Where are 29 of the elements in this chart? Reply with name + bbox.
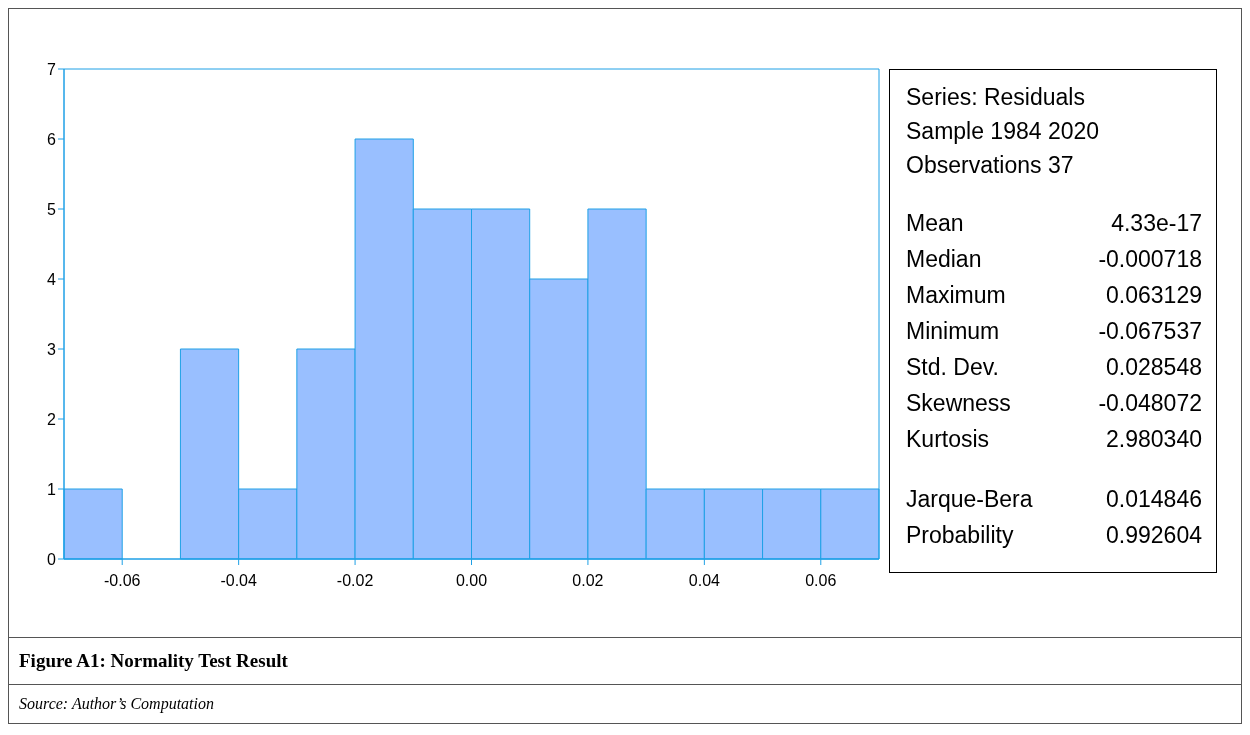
x-tick-label: -0.06 (103, 572, 141, 590)
y-tick-label: 4 (47, 270, 57, 288)
y-tick-label: 6 (47, 130, 57, 148)
x-tick-label: -0.04 (220, 572, 257, 590)
text: Observations 37 (906, 152, 1075, 180)
text: Probability 0.992604 (906, 522, 1202, 548)
text: Skewness -0.048072 (906, 390, 1202, 416)
text: Sample 1984 2020 (906, 118, 1101, 146)
x-tick-label: -0.02 (336, 572, 374, 590)
text: Jarque-Bera 0.014846 (906, 486, 1202, 512)
text: Series: Residuals (906, 84, 1086, 112)
text: Minimum -0.067537 (906, 318, 1202, 344)
text: Kurtosis 2.980340 (906, 426, 1202, 452)
y-tick-label: 5 (47, 200, 57, 218)
text: Median -0.000718 (906, 246, 1202, 272)
y-tick-label: 0 (47, 550, 57, 568)
text: Mean 4.33e-17 (906, 210, 1202, 236)
source-note: Source: Author’s Computation (9, 684, 1241, 723)
text: Figure A1: Normality Test Result (9, 637, 1241, 684)
x-tick-label: 0.04 (688, 572, 721, 590)
x-tick-label: 0.02 (572, 572, 604, 590)
x-tick-label: 0.06 (805, 572, 837, 590)
y-tick-label: 2 (47, 410, 57, 428)
y-tick-label: 7 (47, 60, 57, 78)
x-tick-label: 0.00 (455, 572, 488, 590)
text: Maximum 0.063129 (906, 282, 1202, 308)
y-tick-label: 3 (47, 340, 57, 358)
text: Std. Dev. 0.028548 (906, 354, 1202, 380)
y-tick-label: 1 (47, 480, 57, 498)
